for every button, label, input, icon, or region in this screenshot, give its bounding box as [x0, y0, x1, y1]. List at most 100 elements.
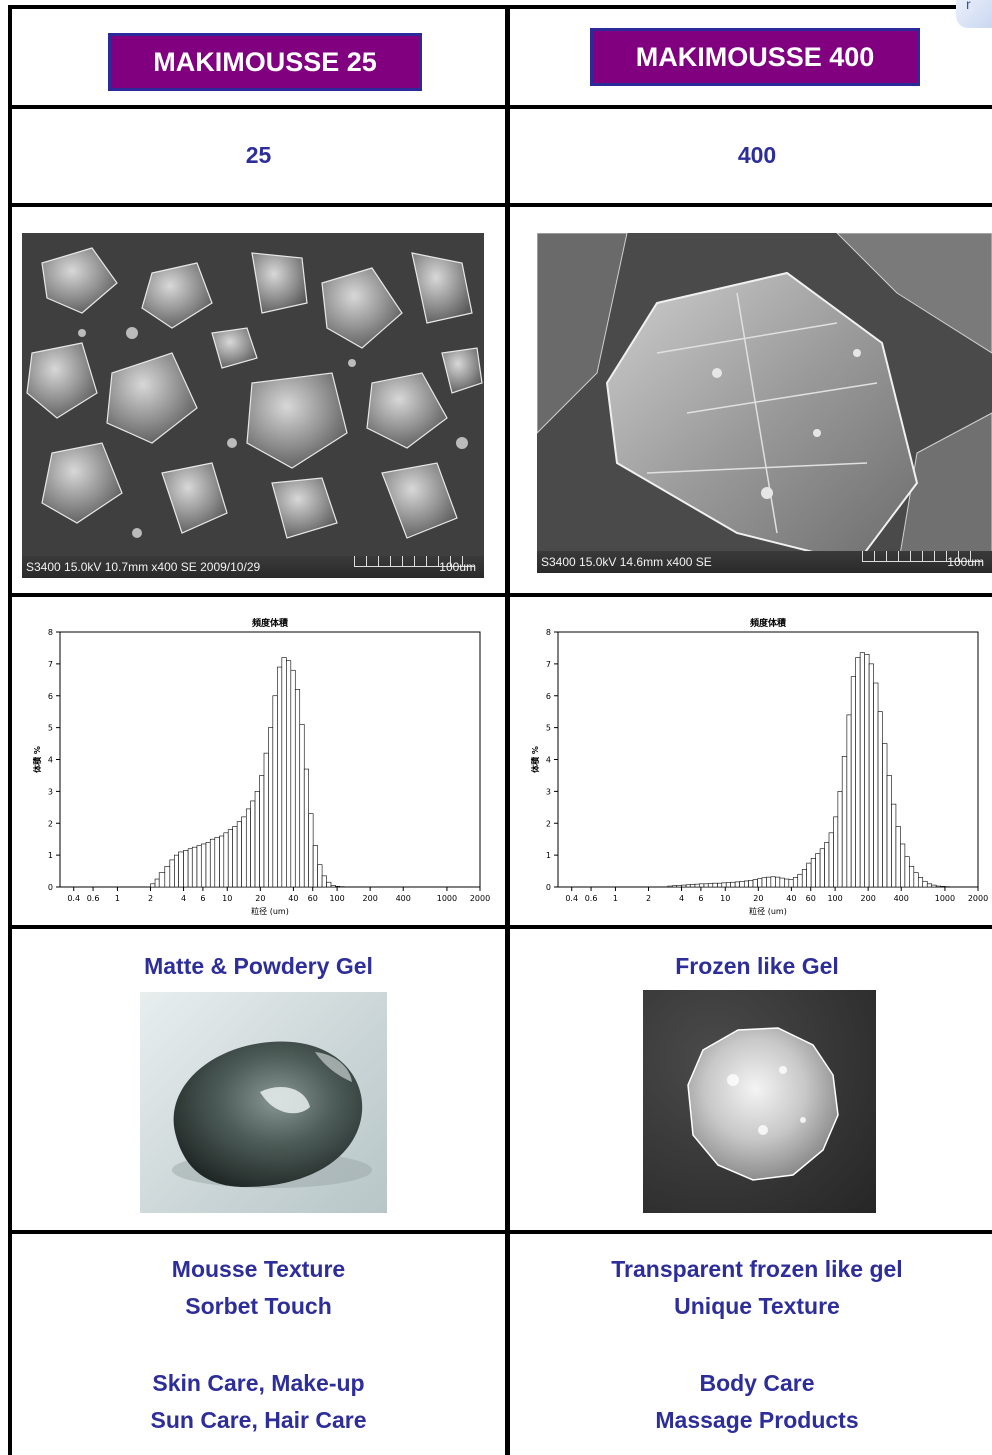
histogram-bar	[291, 670, 295, 887]
histogram-bar	[300, 724, 304, 887]
histogram-bar	[713, 883, 718, 887]
y-tick-label: 8	[48, 628, 53, 637]
sem-particles-left	[22, 233, 484, 578]
feature-line: Unique Texture	[510, 1288, 992, 1325]
histogram-bar	[865, 654, 869, 887]
x-axis-label: 粒径 (um)	[251, 906, 289, 916]
x-tick-label: 6	[200, 894, 205, 903]
x-tick-label: 60	[806, 894, 816, 903]
histogram-bar	[331, 885, 335, 887]
x-tick-label: 0.6	[87, 894, 100, 903]
histogram-bar	[695, 884, 699, 887]
histogram-bar	[753, 880, 758, 887]
histogram-bar	[905, 857, 909, 887]
histogram-bar	[327, 882, 331, 887]
y-tick-label: 5	[48, 724, 53, 733]
histogram-bar	[165, 866, 170, 887]
histogram-bar	[856, 658, 860, 888]
histogram-bar	[699, 884, 704, 887]
y-tick-label: 2	[48, 819, 53, 828]
histogram-bar	[798, 874, 802, 887]
histogram-bar	[842, 756, 847, 887]
histogram-bar	[909, 866, 914, 887]
histogram-bar	[914, 873, 918, 887]
histogram-bar	[820, 849, 824, 887]
y-tick-label: 3	[48, 787, 53, 796]
histogram-bar	[784, 879, 788, 887]
x-tick-label: 100	[827, 894, 842, 903]
histogram-bar	[206, 842, 210, 887]
page-corner-tab: r	[956, 0, 992, 28]
x-tick-label: 6	[698, 894, 703, 903]
x-tick-label: 60	[308, 894, 318, 903]
histogram-bar	[184, 850, 189, 887]
y-tick-label: 4	[48, 756, 53, 765]
use-line: Skin Care, Make-up	[12, 1365, 505, 1402]
histogram-bar	[215, 838, 220, 887]
histogram-bar	[295, 689, 299, 887]
y-tick-label: 1	[546, 851, 551, 860]
y-tick-label: 0	[48, 883, 53, 892]
x-tick-label: 200	[363, 894, 378, 903]
histogram-bar	[829, 833, 833, 887]
histogram-bar	[282, 658, 286, 888]
histogram-bar	[771, 877, 776, 887]
row-divider	[8, 925, 992, 929]
histogram-bar	[668, 886, 673, 887]
histogram-bar	[237, 822, 241, 887]
histogram-bar	[896, 826, 900, 887]
feature-line: Mousse Texture	[12, 1251, 505, 1288]
histogram-bar	[718, 883, 722, 887]
histogram-bar	[277, 667, 281, 887]
sem-image-right: S3400 15.0kV 14.6mm x400 SE 100um	[537, 233, 992, 573]
sem-particles-right	[537, 233, 992, 573]
y-tick-label: 3	[546, 787, 551, 796]
histogram-bar	[690, 884, 695, 887]
histogram-bar	[170, 860, 175, 887]
histogram-bar	[932, 885, 936, 887]
feature-line: Transparent frozen like gel	[510, 1251, 992, 1288]
histogram-bar	[210, 839, 215, 887]
y-tick-label: 7	[546, 660, 551, 669]
histogram-bar	[228, 830, 232, 887]
y-tick-label: 2	[546, 819, 551, 828]
histogram-bar	[260, 775, 264, 887]
product-title-left: MAKIMOUSSE 25	[108, 33, 422, 91]
y-tick-label: 6	[48, 692, 53, 701]
histogram-bar	[155, 879, 159, 887]
histogram-bar	[322, 876, 326, 887]
gel-drop-left	[140, 992, 387, 1213]
histogram-bar	[174, 855, 178, 887]
x-tick-label: 40	[288, 894, 298, 903]
texture-title-right: Frozen like Gel	[510, 953, 992, 980]
x-tick-label: 2	[148, 894, 153, 903]
histogram-bar	[309, 814, 313, 887]
row-divider	[8, 1230, 992, 1234]
sem-label-right: S3400 15.0kV 14.6mm x400 SE	[541, 555, 712, 569]
row-divider	[8, 593, 992, 597]
histogram-bar	[726, 883, 730, 887]
grade-number-left: 25	[12, 142, 505, 169]
histogram-bar	[251, 801, 255, 887]
plot-frame	[558, 632, 978, 887]
x-tick-label: 20	[255, 894, 265, 903]
histogram-bar	[731, 882, 735, 887]
sem-scale-left: 100um	[439, 560, 476, 574]
x-axis-label: 粒径 (um)	[749, 906, 787, 916]
histogram-bar	[766, 877, 770, 887]
histogram-bar	[891, 804, 895, 887]
histogram-bar	[918, 877, 922, 887]
histogram-bar	[874, 683, 878, 887]
histogram-bar	[150, 884, 155, 887]
use-line: Body Care	[510, 1365, 992, 1402]
gel-drop-right	[643, 990, 876, 1213]
sem-info-bar-right: S3400 15.0kV 14.6mm x400 SE 100um	[537, 551, 992, 573]
histogram-bar	[860, 653, 865, 887]
texture-title-left: Matte & Powdery Gel	[12, 953, 505, 980]
gel-photo-left	[140, 992, 387, 1213]
corner-mark: r	[966, 0, 971, 12]
histogram-bar	[851, 677, 856, 887]
y-tick-label: 7	[48, 660, 53, 669]
